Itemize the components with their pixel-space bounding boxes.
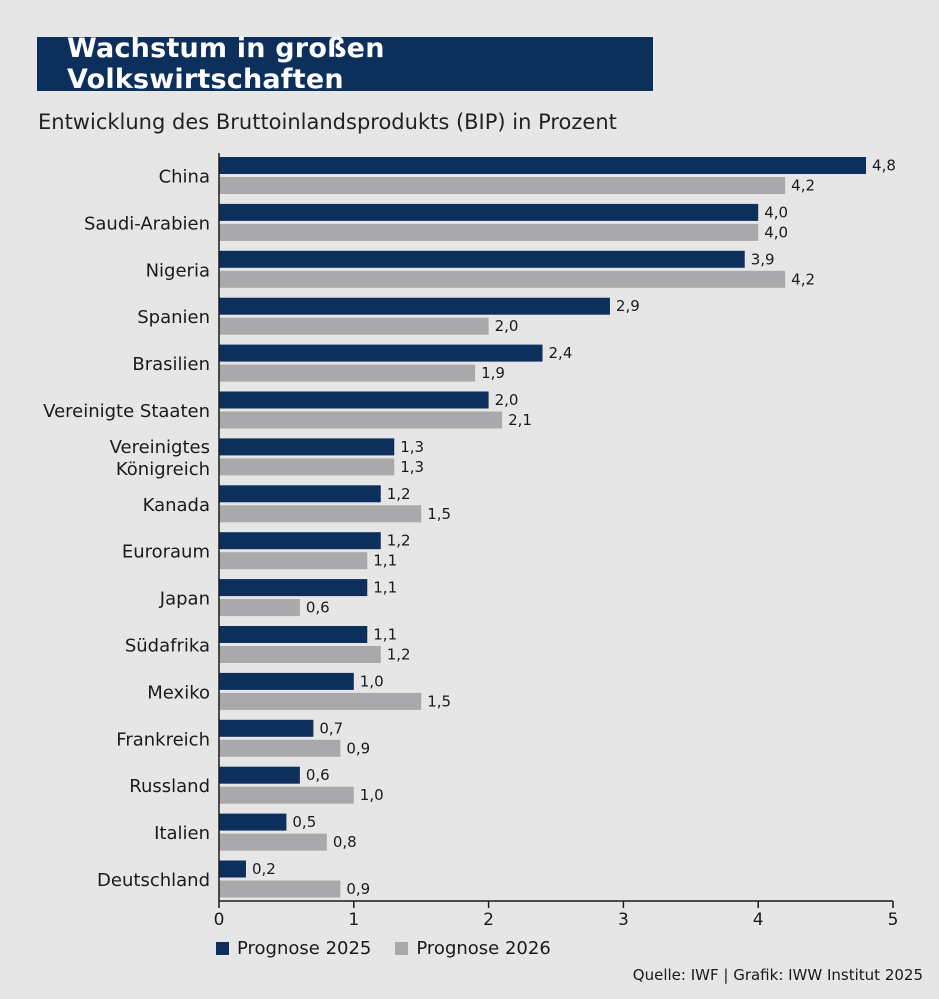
category-label: Spanien xyxy=(137,307,210,328)
category-label: China xyxy=(159,167,210,188)
bar-2026 xyxy=(219,599,300,617)
category-label: Brasilien xyxy=(132,354,210,375)
data-label: 4,0 xyxy=(764,203,788,221)
category-label: Euroraum xyxy=(122,542,210,563)
x-tick-label: 2 xyxy=(483,910,494,930)
data-label: 1,5 xyxy=(427,692,451,710)
data-label: 0,6 xyxy=(306,599,330,617)
category-label: Vereinigtes xyxy=(110,437,210,458)
legend-label-2026: Prognose 2026 xyxy=(416,938,551,959)
bar-2026 xyxy=(219,646,381,663)
bar-2025 xyxy=(219,860,246,878)
category-label: Vereinigte Staaten xyxy=(43,401,210,422)
data-label: 0,9 xyxy=(346,739,370,757)
data-label: 1,9 xyxy=(481,364,505,382)
data-label: 0,5 xyxy=(292,813,316,831)
data-label: 2,9 xyxy=(616,297,640,315)
bar-2026 xyxy=(219,177,786,194)
data-label: 1,2 xyxy=(387,532,411,550)
category-label: Russland xyxy=(129,776,210,797)
legend-swatch-2026 xyxy=(395,942,409,955)
bar-2026 xyxy=(219,364,476,382)
category-label: Kanada xyxy=(143,495,210,516)
data-label: 1,5 xyxy=(427,505,451,523)
legend: Prognose 2025 Prognose 2026 xyxy=(216,938,575,959)
category-label: Saudi-Arabien xyxy=(84,213,210,234)
x-tick-label: 3 xyxy=(618,910,629,930)
bar-2026 xyxy=(219,692,422,710)
bar-2025 xyxy=(219,344,543,362)
data-label: 0,7 xyxy=(319,719,343,737)
chart-title: Wachstum in großen Volkswirtschaften xyxy=(67,33,385,95)
data-label: 3,9 xyxy=(751,250,775,268)
category-label: Italien xyxy=(154,823,210,844)
bar-2025 xyxy=(219,626,368,643)
data-label: 2,0 xyxy=(495,317,519,335)
bar-2025 xyxy=(219,813,287,831)
data-label: 0,8 xyxy=(333,833,357,851)
bar-2026 xyxy=(219,739,341,757)
legend-label-2025: Prognose 2025 xyxy=(237,938,372,959)
category-label: Nigeria xyxy=(146,260,210,281)
data-label: 1,3 xyxy=(400,438,424,456)
data-label: 4,2 xyxy=(791,177,815,195)
chart-subtitle: Entwicklung des Bruttoinlandsprodukts (B… xyxy=(38,110,617,134)
data-label: 1,3 xyxy=(400,458,424,476)
bar-2026 xyxy=(219,786,354,804)
bar-2026 xyxy=(219,880,341,898)
bar-2025 xyxy=(219,203,759,221)
data-label: 4,8 xyxy=(872,157,896,175)
bar-2025 xyxy=(219,579,368,597)
bar-2025 xyxy=(219,250,745,268)
bar-2026 xyxy=(219,505,422,523)
data-label: 1,0 xyxy=(360,672,384,690)
data-label: 1,1 xyxy=(373,579,397,597)
x-tick-label: 4 xyxy=(753,910,764,930)
legend-item-2026: Prognose 2026 xyxy=(395,938,551,959)
bar-2026 xyxy=(219,458,395,476)
chart-title-banner: Wachstum in großen Volkswirtschaften xyxy=(37,33,653,95)
bar-2026 xyxy=(219,552,368,570)
bar-2026 xyxy=(219,833,327,851)
data-label: 2,1 xyxy=(508,411,532,429)
data-label: 2,0 xyxy=(495,391,519,409)
bar-2025 xyxy=(219,532,381,550)
data-label: 4,2 xyxy=(791,270,815,288)
data-label: 1,1 xyxy=(373,626,397,644)
bar-2025 xyxy=(219,672,354,690)
x-tick-label: 0 xyxy=(214,910,225,930)
bar-2025 xyxy=(219,766,300,784)
category-label: Mexiko xyxy=(147,682,210,703)
bar-2025 xyxy=(219,719,314,737)
source-note: Quelle: IWF | Grafik: IWW Institut 2025 xyxy=(632,966,923,984)
data-label: 1,1 xyxy=(373,552,397,570)
x-tick-label: 5 xyxy=(888,910,899,930)
category-label: Südafrika xyxy=(125,636,210,657)
bar-2025 xyxy=(219,157,867,174)
category-label: Frankreich xyxy=(116,729,210,750)
bar-2025 xyxy=(219,438,395,456)
bar-2026 xyxy=(219,223,759,241)
legend-swatch-2025 xyxy=(216,942,229,955)
category-label: Japan xyxy=(159,589,210,610)
data-label: 2,4 xyxy=(549,344,573,362)
bar-2025 xyxy=(219,391,489,409)
data-label: 1,2 xyxy=(387,485,411,503)
bar-2025 xyxy=(219,485,381,503)
category-label: Deutschland xyxy=(97,870,210,891)
data-label: 4,0 xyxy=(764,223,788,241)
data-label: 1,0 xyxy=(360,786,384,804)
bar-2026 xyxy=(219,317,489,335)
data-label: 0,9 xyxy=(346,880,370,898)
data-label: 0,6 xyxy=(306,766,330,784)
data-label: 1,2 xyxy=(387,646,411,664)
bar-2026 xyxy=(219,270,786,288)
data-label: 0,2 xyxy=(252,860,276,878)
bar-2025 xyxy=(219,297,610,315)
category-label: Königreich xyxy=(116,459,210,480)
bar-2026 xyxy=(219,411,503,429)
legend-item-2025: Prognose 2025 xyxy=(216,938,371,959)
x-tick-label: 1 xyxy=(348,910,359,930)
